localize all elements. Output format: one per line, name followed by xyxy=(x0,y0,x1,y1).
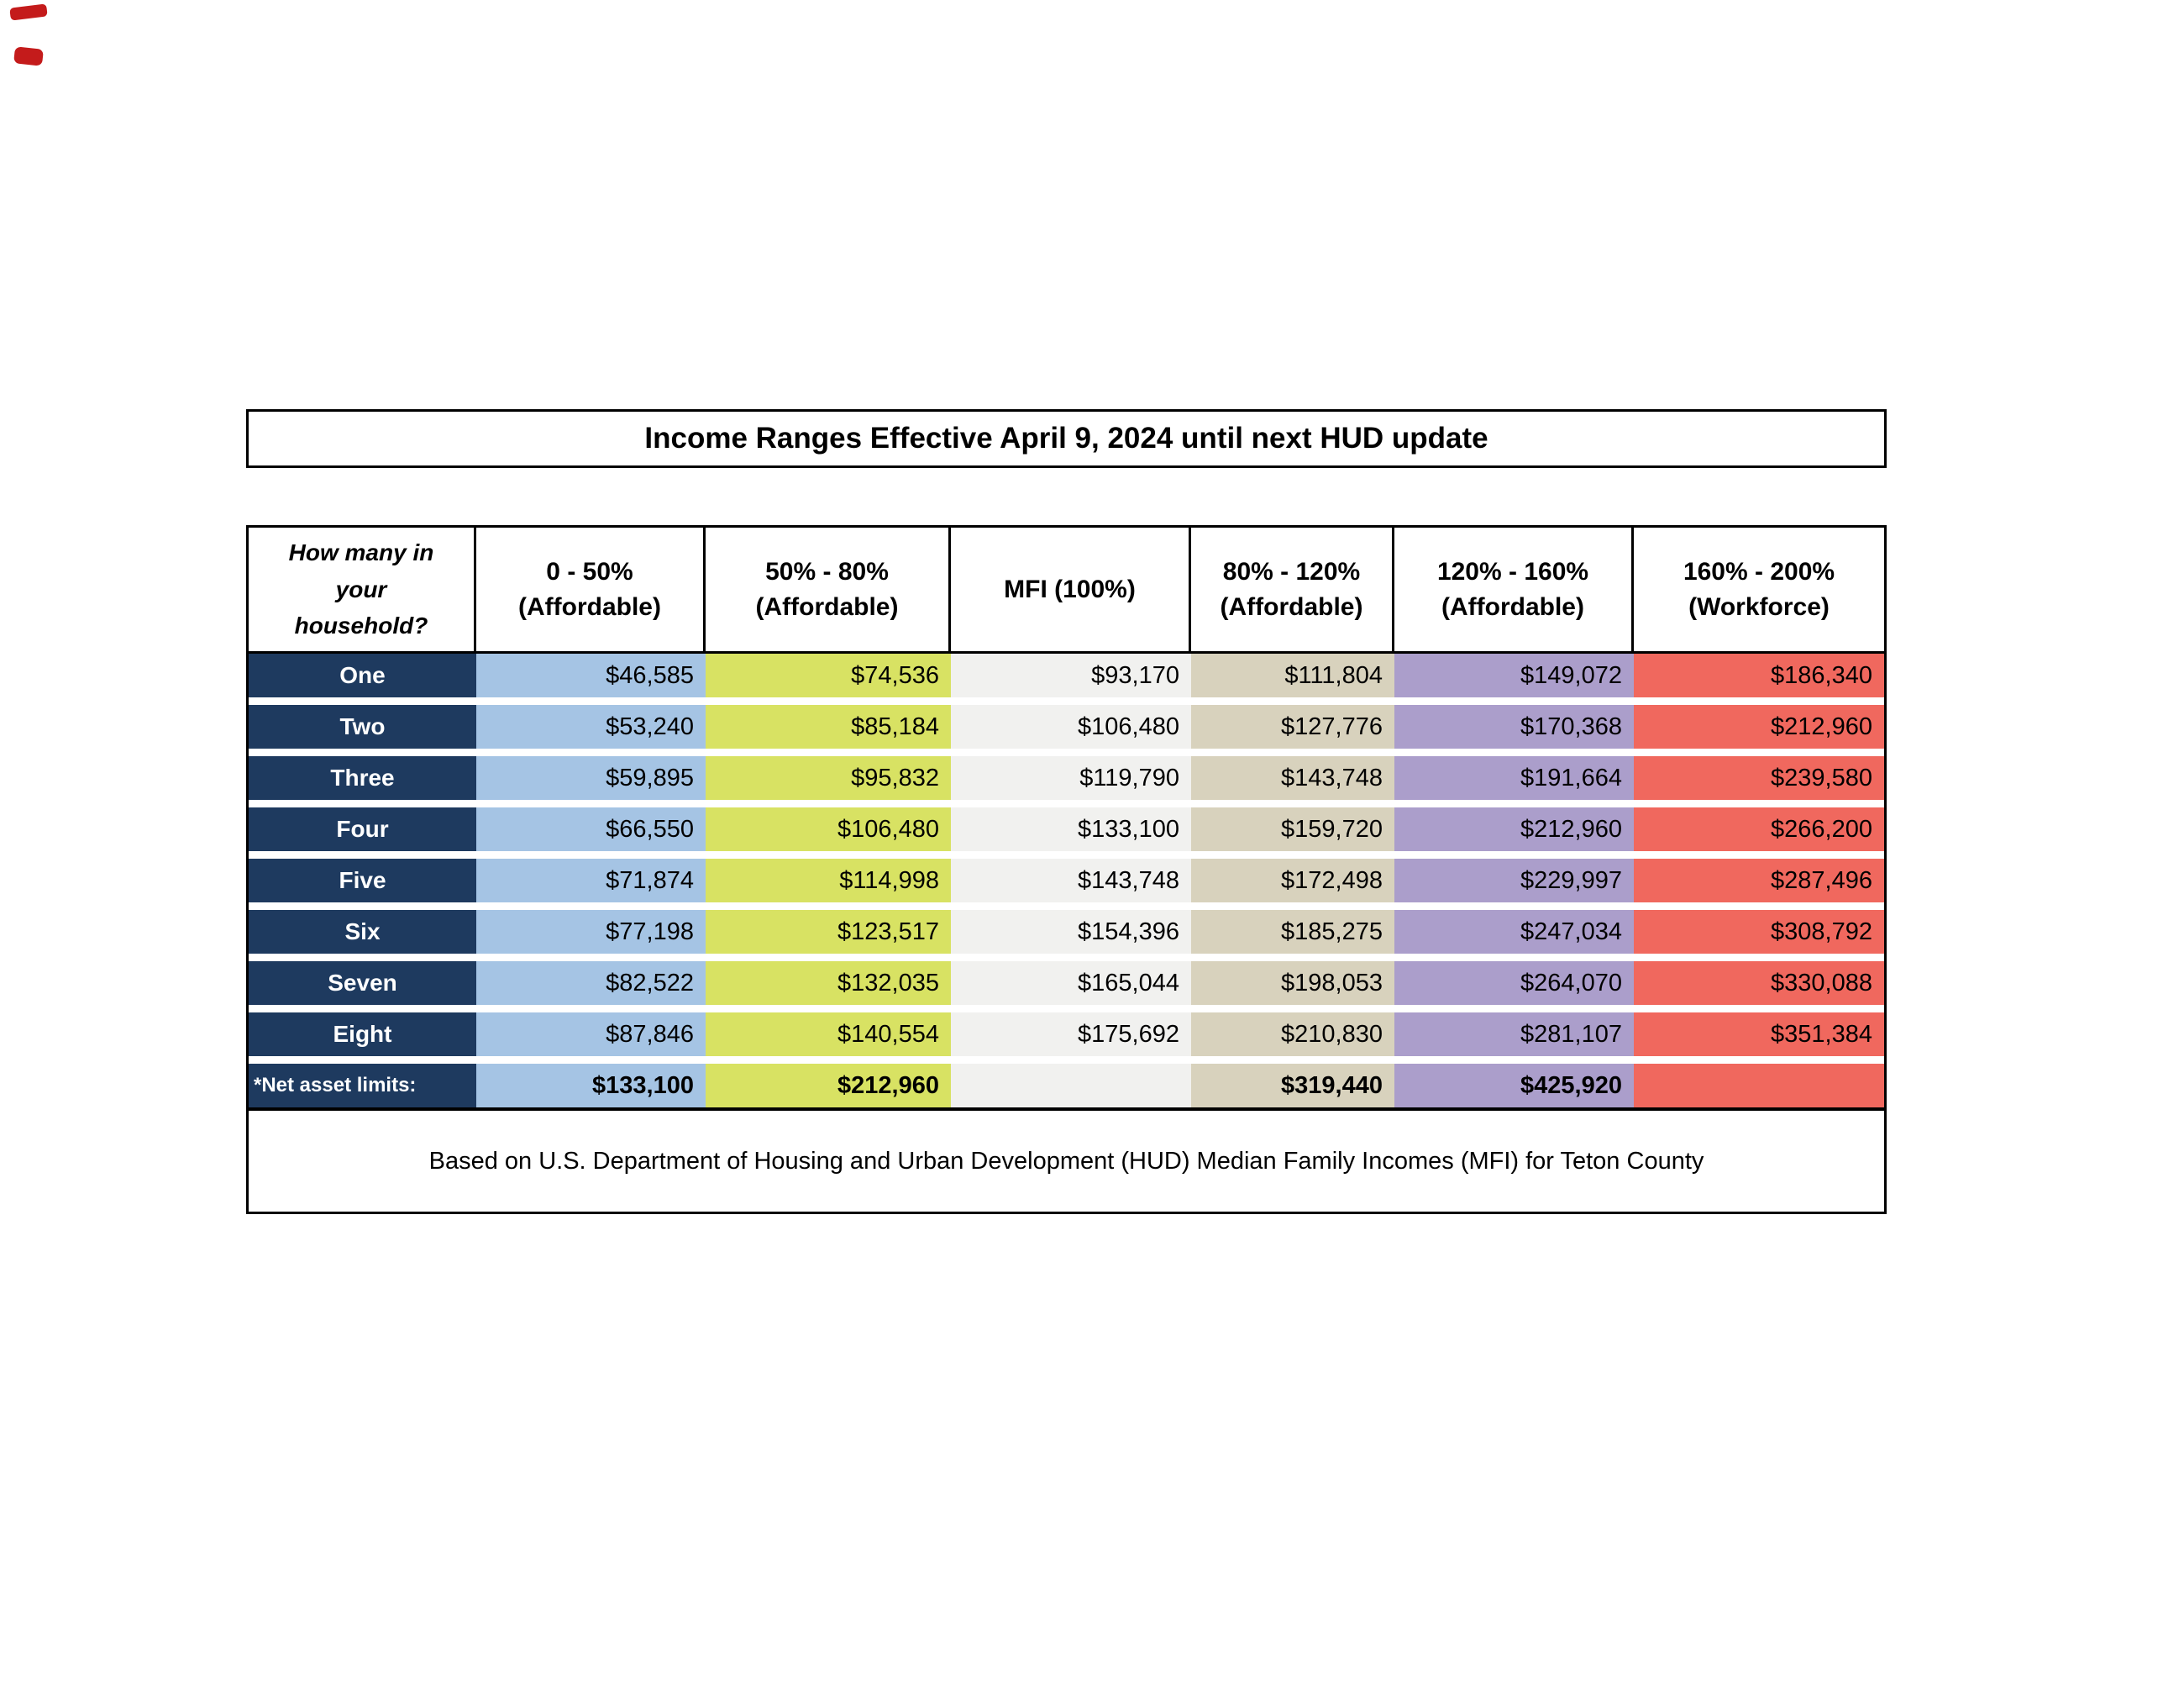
row-label: Eight xyxy=(249,1012,476,1056)
income-cell: $191,664 xyxy=(1394,756,1634,800)
income-cell: $198,053 xyxy=(1191,961,1394,1005)
income-cell: $140,554 xyxy=(706,1012,951,1056)
income-cell: $425,920 xyxy=(1394,1064,1634,1107)
row-label: Five xyxy=(249,859,476,902)
row-label: Four xyxy=(249,807,476,851)
income-cell: $266,200 xyxy=(1634,807,1884,851)
income-cell: $143,748 xyxy=(951,859,1191,902)
column-header-qualifier: (Affordable) xyxy=(518,592,661,621)
income-cell: $308,792 xyxy=(1634,910,1884,954)
table-row: Eight $87,846 $140,554 $175,692 $210,830… xyxy=(249,1012,1884,1056)
income-cell: $186,340 xyxy=(1634,654,1884,697)
column-header-0-50: 0 - 50% (Affordable) xyxy=(476,528,706,651)
income-cell: $82,522 xyxy=(476,961,706,1005)
income-cell: $123,517 xyxy=(706,910,951,954)
income-cell: $185,275 xyxy=(1191,910,1394,954)
income-cell: $93,170 xyxy=(951,654,1191,697)
column-header-qualifier: (Affordable) xyxy=(755,592,899,621)
column-header-label: How many in your household? xyxy=(288,539,434,639)
column-header-range: 0 - 50% xyxy=(546,557,633,586)
income-cell: $247,034 xyxy=(1394,910,1634,954)
column-header-qualifier: (Workforce) xyxy=(1688,592,1830,621)
income-cell: $46,585 xyxy=(476,654,706,697)
column-header-household: How many in your household? xyxy=(249,528,476,651)
income-cell: $172,498 xyxy=(1191,859,1394,902)
table-row: Two $53,240 $85,184 $106,480 $127,776 $1… xyxy=(249,705,1884,749)
income-cell: $85,184 xyxy=(706,705,951,749)
income-cell: $119,790 xyxy=(951,756,1191,800)
income-cell: $212,960 xyxy=(1394,807,1634,851)
row-label: Seven xyxy=(249,961,476,1005)
income-cell: $212,960 xyxy=(706,1064,951,1107)
column-header-qualifier: (Affordable) xyxy=(1220,592,1363,621)
income-cell: $127,776 xyxy=(1191,705,1394,749)
income-cell: $53,240 xyxy=(476,705,706,749)
income-cell: $133,100 xyxy=(476,1064,706,1107)
row-label: One xyxy=(249,654,476,697)
income-cell: $59,895 xyxy=(476,756,706,800)
table-row: Five $71,874 $114,998 $143,748 $172,498 … xyxy=(249,859,1884,902)
column-header-160-200: 160% - 200% (Workforce) xyxy=(1634,528,1884,651)
income-cell: $74,536 xyxy=(706,654,951,697)
income-cell: $229,997 xyxy=(1394,859,1634,902)
row-label: Six xyxy=(249,910,476,954)
income-cell: $281,107 xyxy=(1394,1012,1634,1056)
column-header-mfi: MFI (100%) xyxy=(951,528,1191,651)
red-corner-mark xyxy=(9,3,48,21)
row-label: *Net asset limits: xyxy=(249,1064,476,1107)
income-cell: $212,960 xyxy=(1634,705,1884,749)
income-cell: $287,496 xyxy=(1634,859,1884,902)
income-cell: $111,804 xyxy=(1191,654,1394,697)
income-cell: $175,692 xyxy=(951,1012,1191,1056)
table-row: Six $77,198 $123,517 $154,396 $185,275 $… xyxy=(249,910,1884,954)
column-header-range: 80% - 120% xyxy=(1222,557,1361,586)
income-cell: $330,088 xyxy=(1634,961,1884,1005)
title-box: Income Ranges Effective April 9, 2024 un… xyxy=(246,409,1887,468)
income-cell: $264,070 xyxy=(1394,961,1634,1005)
income-cell: $159,720 xyxy=(1191,807,1394,851)
income-cell: $133,100 xyxy=(951,807,1191,851)
income-cell: $351,384 xyxy=(1634,1012,1884,1056)
column-header-range: 160% - 200% xyxy=(1683,557,1835,586)
income-cell: $95,832 xyxy=(706,756,951,800)
income-cell xyxy=(1634,1064,1884,1107)
income-cell: $106,480 xyxy=(951,705,1191,749)
row-label: Two xyxy=(249,705,476,749)
income-cell: $149,072 xyxy=(1394,654,1634,697)
income-cell xyxy=(951,1064,1191,1107)
table-row: Seven $82,522 $132,035 $165,044 $198,053… xyxy=(249,961,1884,1005)
net-asset-limits-row: *Net asset limits: $133,100 $212,960 $31… xyxy=(249,1064,1884,1107)
red-corner-mark xyxy=(13,46,44,66)
column-header-50-80: 50% - 80% (Affordable) xyxy=(706,528,951,651)
column-header-range: 50% - 80% xyxy=(765,557,889,586)
income-cell: $132,035 xyxy=(706,961,951,1005)
income-cell: $239,580 xyxy=(1634,756,1884,800)
column-header-qualifier: (Affordable) xyxy=(1441,592,1584,621)
column-header-range: 120% - 160% xyxy=(1436,557,1589,586)
income-cell: $114,998 xyxy=(706,859,951,902)
footnote-text: Based on U.S. Department of Housing and … xyxy=(428,1147,1704,1175)
income-cell: $143,748 xyxy=(1191,756,1394,800)
income-cell: $66,550 xyxy=(476,807,706,851)
table-footnote: Based on U.S. Department of Housing and … xyxy=(249,1107,1884,1212)
page-title: Income Ranges Effective April 9, 2024 un… xyxy=(644,422,1488,455)
income-ranges-table: How many in your household? 0 - 50% (Aff… xyxy=(246,525,1887,1214)
table-header-row: How many in your household? 0 - 50% (Aff… xyxy=(249,528,1884,654)
column-header-range: MFI (100%) xyxy=(1004,575,1136,603)
table-row: One $46,585 $74,536 $93,170 $111,804 $14… xyxy=(249,654,1884,697)
income-cell: $210,830 xyxy=(1191,1012,1394,1056)
income-cell: $87,846 xyxy=(476,1012,706,1056)
table-row: Three $59,895 $95,832 $119,790 $143,748 … xyxy=(249,756,1884,800)
income-cell: $71,874 xyxy=(476,859,706,902)
income-cell: $170,368 xyxy=(1394,705,1634,749)
column-header-80-120: 80% - 120% (Affordable) xyxy=(1191,528,1394,651)
income-cell: $165,044 xyxy=(951,961,1191,1005)
row-label: Three xyxy=(249,756,476,800)
income-cell: $77,198 xyxy=(476,910,706,954)
income-cell: $106,480 xyxy=(706,807,951,851)
column-header-120-160: 120% - 160% (Affordable) xyxy=(1394,528,1634,651)
income-cell: $319,440 xyxy=(1191,1064,1394,1107)
income-cell: $154,396 xyxy=(951,910,1191,954)
table-row: Four $66,550 $106,480 $133,100 $159,720 … xyxy=(249,807,1884,851)
